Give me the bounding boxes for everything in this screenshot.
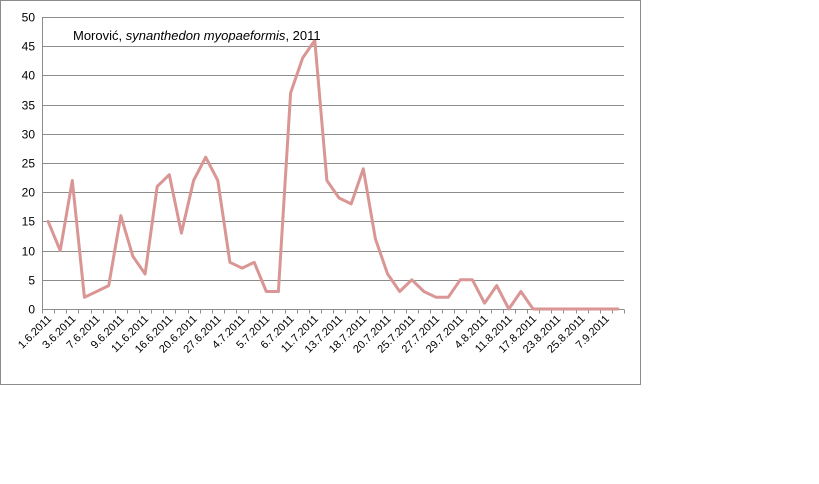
data-point xyxy=(338,197,341,200)
data-point xyxy=(59,249,62,252)
data-point xyxy=(204,156,207,159)
y-tick-label: 25 xyxy=(22,157,36,171)
y-tick-label: 5 xyxy=(28,274,35,288)
data-point xyxy=(495,284,498,287)
chart-title: Morović, synanthedon myopaeformis, 2011 xyxy=(73,28,321,43)
data-point xyxy=(362,167,365,170)
data-point xyxy=(119,214,122,217)
data-point xyxy=(144,273,147,276)
data-point xyxy=(228,261,231,264)
data-point xyxy=(556,308,559,311)
chart-title-part: Morović, xyxy=(73,28,126,43)
y-tick-label: 20 xyxy=(22,186,36,200)
data-point xyxy=(616,308,619,311)
data-point xyxy=(83,296,86,299)
y-tick-label: 10 xyxy=(22,245,36,259)
data-point xyxy=(532,308,535,311)
data-point xyxy=(350,202,353,205)
data-point xyxy=(71,179,74,182)
y-tick-label: 15 xyxy=(22,215,36,229)
data-point xyxy=(410,278,413,281)
data-point xyxy=(398,290,401,293)
data-point xyxy=(192,179,195,182)
data-point xyxy=(107,284,110,287)
data-point xyxy=(604,308,607,311)
data-point xyxy=(459,278,462,281)
data-point xyxy=(374,237,377,240)
data-point xyxy=(216,179,219,182)
y-tick-label: 40 xyxy=(22,69,36,83)
data-point xyxy=(568,308,571,311)
data-point xyxy=(544,308,547,311)
data-point xyxy=(471,278,474,281)
y-tick-label: 45 xyxy=(22,40,36,54)
data-point xyxy=(483,302,486,305)
series-line xyxy=(46,38,620,311)
y-tick-label: 35 xyxy=(22,99,36,113)
data-point xyxy=(289,91,292,94)
data-point xyxy=(435,296,438,299)
y-axis: 0 5 10 15 20 25 30 35 40 45 50 xyxy=(22,11,43,317)
data-point xyxy=(241,267,244,270)
data-point xyxy=(265,290,268,293)
series-line-group xyxy=(46,38,620,311)
data-point xyxy=(156,185,159,188)
y-tick-label: 50 xyxy=(22,11,36,25)
data-point xyxy=(580,308,583,311)
gridlines xyxy=(42,17,624,281)
data-point xyxy=(507,308,510,311)
data-point xyxy=(253,261,256,264)
data-point xyxy=(131,255,134,258)
chart-frame: 0 5 10 15 20 25 30 35 40 45 50 1.6.2011 3.6.2011 7.6… xyxy=(0,0,641,385)
data-point xyxy=(95,290,98,293)
chart-title-part: , 2011 xyxy=(285,28,320,43)
data-point xyxy=(422,290,425,293)
data-point xyxy=(277,290,280,293)
line-chart: 0 5 10 15 20 25 30 35 40 45 50 1.6.20113.6.20117.6… xyxy=(16,11,625,356)
y-tick-label: 0 xyxy=(28,303,35,317)
data-point xyxy=(301,56,304,59)
data-point xyxy=(47,220,50,223)
data-point xyxy=(386,273,389,276)
data-point xyxy=(325,179,328,182)
data-point xyxy=(519,290,522,293)
data-point xyxy=(447,296,450,299)
data-point xyxy=(168,173,171,176)
data-point xyxy=(592,308,595,311)
x-axis: 1.6.20113.6.20117.6.20119.6.201111.6.201… xyxy=(16,309,625,356)
data-point xyxy=(180,232,183,235)
y-tick-label: 30 xyxy=(22,128,36,142)
chart-title-part: synanthedon myopaeformis xyxy=(126,28,286,43)
